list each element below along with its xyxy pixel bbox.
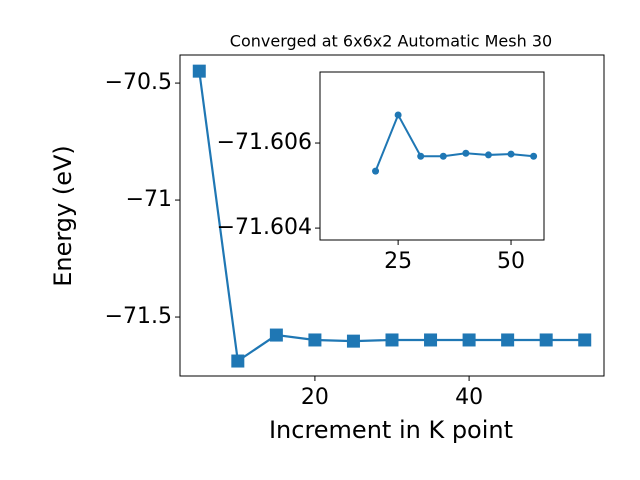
marker [484, 151, 492, 159]
x-axis-label: Increment in K point [269, 416, 513, 444]
marker [530, 152, 538, 160]
y-tick-label: −71.604 [217, 215, 312, 240]
x-tick-label: 20 [301, 385, 329, 410]
marker [346, 334, 360, 348]
chart-title: Converged at 6x6x2 Automatic Mesh 30 [230, 32, 552, 51]
line [374, 112, 534, 172]
marker [372, 167, 380, 175]
series [192, 64, 592, 368]
marker [417, 152, 425, 160]
marker [439, 152, 447, 160]
y-tick-label: −71 [126, 187, 172, 212]
marker [501, 333, 515, 347]
series [372, 111, 538, 175]
y-tick-label: −70.5 [105, 70, 172, 95]
x-tick-label: 25 [384, 249, 412, 274]
y-tick-label: −71.606 [217, 130, 312, 155]
marker [462, 333, 476, 347]
y-tick-label: −71.5 [105, 304, 172, 329]
marker [269, 328, 283, 342]
y-axis-label: Energy (eV) [49, 145, 77, 287]
marker [394, 111, 402, 119]
marker [578, 333, 592, 347]
marker [231, 354, 245, 368]
marker [385, 333, 399, 347]
marker [507, 150, 515, 158]
x-tick-label: 40 [455, 385, 483, 410]
marker [539, 333, 553, 347]
marker [462, 149, 470, 157]
x-tick-label: 50 [497, 249, 525, 274]
marker [308, 333, 322, 347]
marker [424, 333, 438, 347]
marker [192, 64, 206, 78]
